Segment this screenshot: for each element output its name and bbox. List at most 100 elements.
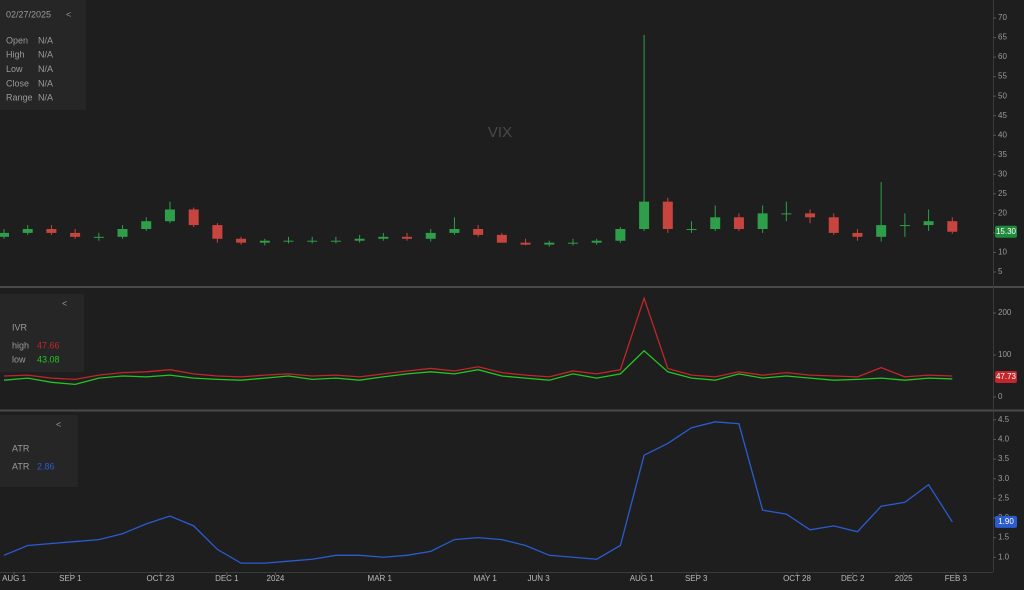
y-tick-label: 70 (998, 13, 1007, 22)
candle-body (425, 232, 436, 239)
info-label: Range (6, 93, 33, 103)
candle-body (0, 232, 9, 237)
y-tick-label: 40 (998, 130, 1007, 139)
series-line (3, 421, 953, 564)
candle-body (259, 240, 270, 243)
x-tick-label: SEP 3 (685, 574, 708, 583)
y-tick-label: 10 (998, 248, 1007, 257)
x-tick-label: SEP 1 (59, 574, 82, 583)
info-label: Close (6, 78, 29, 88)
info-panel (0, 0, 86, 110)
candle-body (947, 221, 958, 232)
y-tick-label: 3.5 (998, 454, 1010, 463)
candle-body (496, 234, 507, 243)
legend-name: high (12, 340, 29, 350)
info-date: 02/27/2025 (6, 9, 51, 19)
y-tick-label: 100 (998, 350, 1012, 359)
last-value-label: 47.73 (996, 372, 1017, 381)
y-tick-label: 60 (998, 52, 1007, 61)
info-value: N/A (38, 35, 53, 45)
y-tick-label: 50 (998, 91, 1007, 100)
candle-body (402, 236, 413, 239)
candle-body (283, 240, 294, 242)
candle-body (307, 240, 318, 242)
candle-body (236, 238, 247, 243)
collapse-button[interactable]: < (62, 298, 67, 308)
y-tick-label: 2.5 (998, 493, 1010, 502)
candle-body (141, 221, 152, 230)
candle-body (567, 242, 578, 244)
y-tick-label: 35 (998, 150, 1007, 159)
info-label: Low (6, 64, 23, 74)
last-value-badge (995, 515, 1017, 528)
candle-body (639, 201, 650, 230)
x-tick-label: AUG 1 (2, 574, 27, 583)
candle-body (757, 213, 768, 230)
series-line (3, 296, 953, 381)
candle-body (710, 217, 721, 230)
y-tick-label: 1.5 (998, 533, 1010, 542)
y-tick-label: 4.0 (998, 435, 1010, 444)
candle-body (852, 232, 863, 237)
candle-body (923, 221, 934, 226)
y-tick-label: 65 (998, 33, 1007, 42)
candle-body (93, 236, 104, 238)
candle-body (449, 229, 460, 233)
last-value-label: 15.30 (996, 227, 1017, 236)
info-value: N/A (38, 64, 53, 74)
y-tick-label: 4.5 (998, 415, 1010, 424)
legend-value: 43.08 (37, 354, 60, 364)
info-label: Open (6, 35, 28, 45)
candle-body (828, 217, 839, 233)
legend-value: 47.66 (37, 340, 60, 350)
collapse-button[interactable]: < (66, 9, 71, 19)
legend-name: ATR (12, 461, 30, 471)
legend-value: 2.86 (37, 461, 55, 471)
collapse-button[interactable]: < (56, 419, 61, 429)
y-tick-label: 1.0 (998, 552, 1010, 561)
candle-body (354, 238, 365, 241)
candle-body (378, 236, 389, 239)
x-tick-label: DEC 2 (841, 574, 865, 583)
x-tick-label: OCT 23 (147, 574, 175, 583)
series-line (3, 349, 953, 386)
symbol-watermark: VIX (488, 124, 512, 141)
y-tick-label: 20 (998, 208, 1007, 217)
info-value: N/A (38, 78, 53, 88)
y-tick-label: 30 (998, 169, 1007, 178)
candle-body (164, 209, 175, 222)
candle-body (212, 225, 223, 239)
legend-panel (0, 294, 84, 372)
legend-panel (0, 415, 78, 487)
candle-body (662, 201, 673, 230)
last-value-badge (995, 370, 1017, 383)
candle-body (781, 213, 792, 215)
candle-body (876, 225, 887, 237)
candle-body (473, 229, 484, 235)
last-value-label: 1.90 (998, 517, 1014, 526)
legend-title: IVR (12, 322, 28, 332)
candle-body (330, 240, 341, 242)
candle-body (615, 229, 626, 241)
candle-body (117, 229, 128, 237)
x-tick-label: FEB 3 (945, 574, 968, 583)
candle-body (46, 229, 57, 233)
x-tick-label: AUG 1 (630, 574, 655, 583)
y-tick-label: 25 (998, 189, 1007, 198)
x-tick-label: JUN 3 (527, 574, 550, 583)
last-value-badge (995, 225, 1017, 238)
y-tick-label: 5 (998, 267, 1003, 276)
x-tick-label: 2025 (895, 574, 913, 583)
x-tick-label: DEC 1 (215, 574, 239, 583)
candle-body (520, 242, 531, 245)
info-value: N/A (38, 93, 53, 103)
candle-body (686, 229, 697, 231)
x-tick-label: MAY 1 (474, 574, 498, 583)
y-tick-label: 200 (998, 308, 1012, 317)
legend-name: low (12, 354, 26, 364)
x-tick-label: OCT 28 (783, 574, 811, 583)
candle-body (591, 240, 602, 243)
candle-body (22, 229, 33, 233)
